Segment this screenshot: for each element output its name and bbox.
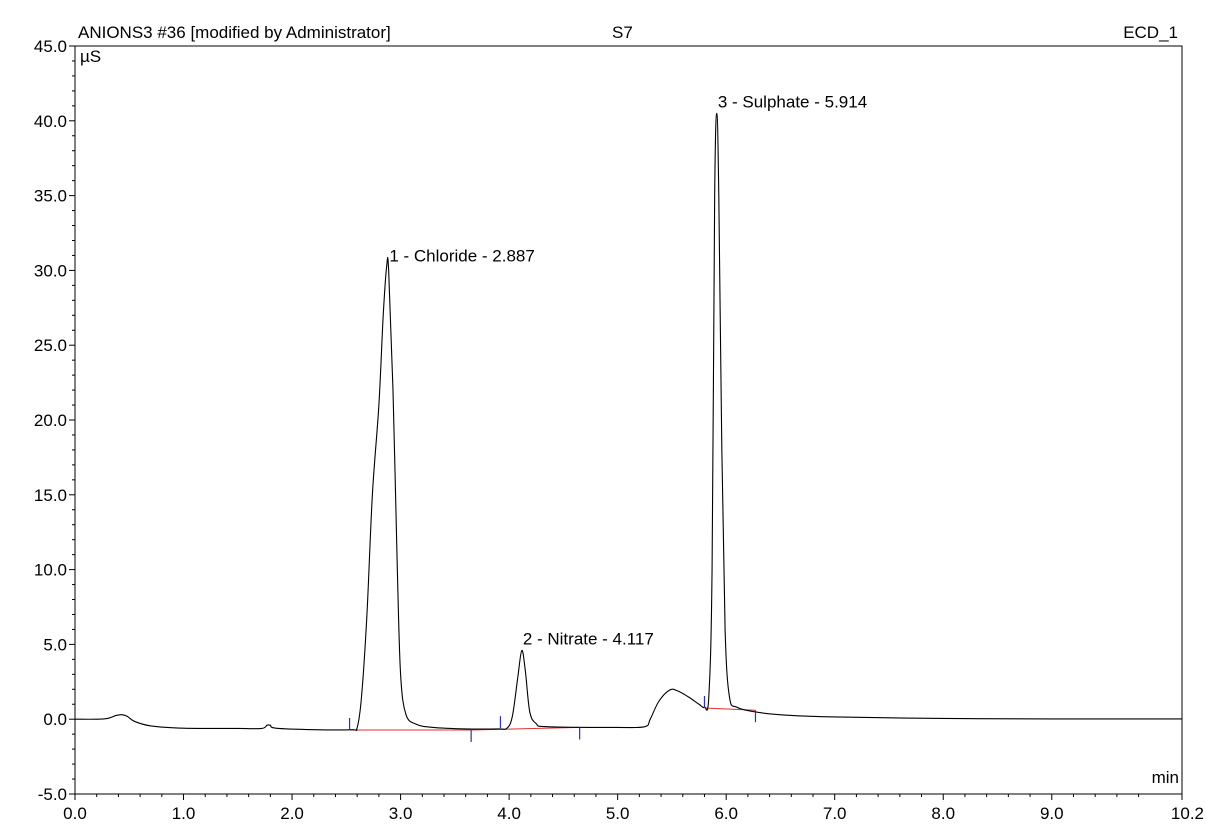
peak-delimiters: [348, 695, 757, 742]
y-tick-label: 5.0: [43, 635, 67, 654]
peak-label: 1 - Chloride - 2.887: [389, 246, 535, 265]
y-tick-label: 20.0: [34, 411, 67, 430]
x-tick-label: 5.0: [606, 804, 630, 823]
x-tick-label: 3.0: [389, 804, 413, 823]
x-tick-label: 1.0: [172, 804, 196, 823]
signal-trace: [74, 112, 1183, 732]
peak-label: 2 - Nitrate - 4.117: [523, 629, 654, 648]
x-tick-label: 7.0: [823, 804, 847, 823]
header-center-text: S7: [612, 23, 633, 42]
header-right-text: ECD_1: [1123, 23, 1178, 42]
y-tick-label: -5.0: [38, 785, 67, 804]
y-tick-label: 45.0: [34, 37, 67, 56]
x-tick-label: 0.0: [63, 804, 87, 823]
y-tick-label: 10.0: [34, 561, 67, 580]
axis-ticks: -5.00.05.010.015.020.025.030.035.040.045…: [34, 37, 1204, 823]
x-tick-label: 8.0: [931, 804, 955, 823]
y-tick-label: 40.0: [34, 112, 67, 131]
y-tick-label: 15.0: [34, 486, 67, 505]
peak-label: 3 - Sulphate - 5.914: [718, 92, 867, 111]
y-tick-label: 35.0: [34, 187, 67, 206]
peak-annotations: 1 - Chloride - 2.887 2 - Nitrate - 4.117 3…: [389, 92, 867, 648]
plot-frame: [74, 45, 1183, 795]
signal-trace-line: [74, 112, 1183, 732]
x-tick-label: 2.0: [280, 804, 304, 823]
y-tick-label: 0.0: [43, 710, 67, 729]
integration-baseline: [704, 707, 756, 711]
x-tick-label: 10.2: [1171, 804, 1204, 823]
x-tick-label: 9.0: [1040, 804, 1064, 823]
y-axis-unit-label: µS: [80, 47, 101, 66]
x-tick-label: 6.0: [714, 804, 738, 823]
header-left-text: ANIONS3 #36 [modified by Administrator]: [78, 23, 391, 42]
x-tick-label: 4.0: [497, 804, 521, 823]
y-tick-label: 30.0: [34, 261, 67, 280]
y-tick-label: 25.0: [34, 336, 67, 355]
x-axis-unit-label: min: [1152, 768, 1179, 787]
